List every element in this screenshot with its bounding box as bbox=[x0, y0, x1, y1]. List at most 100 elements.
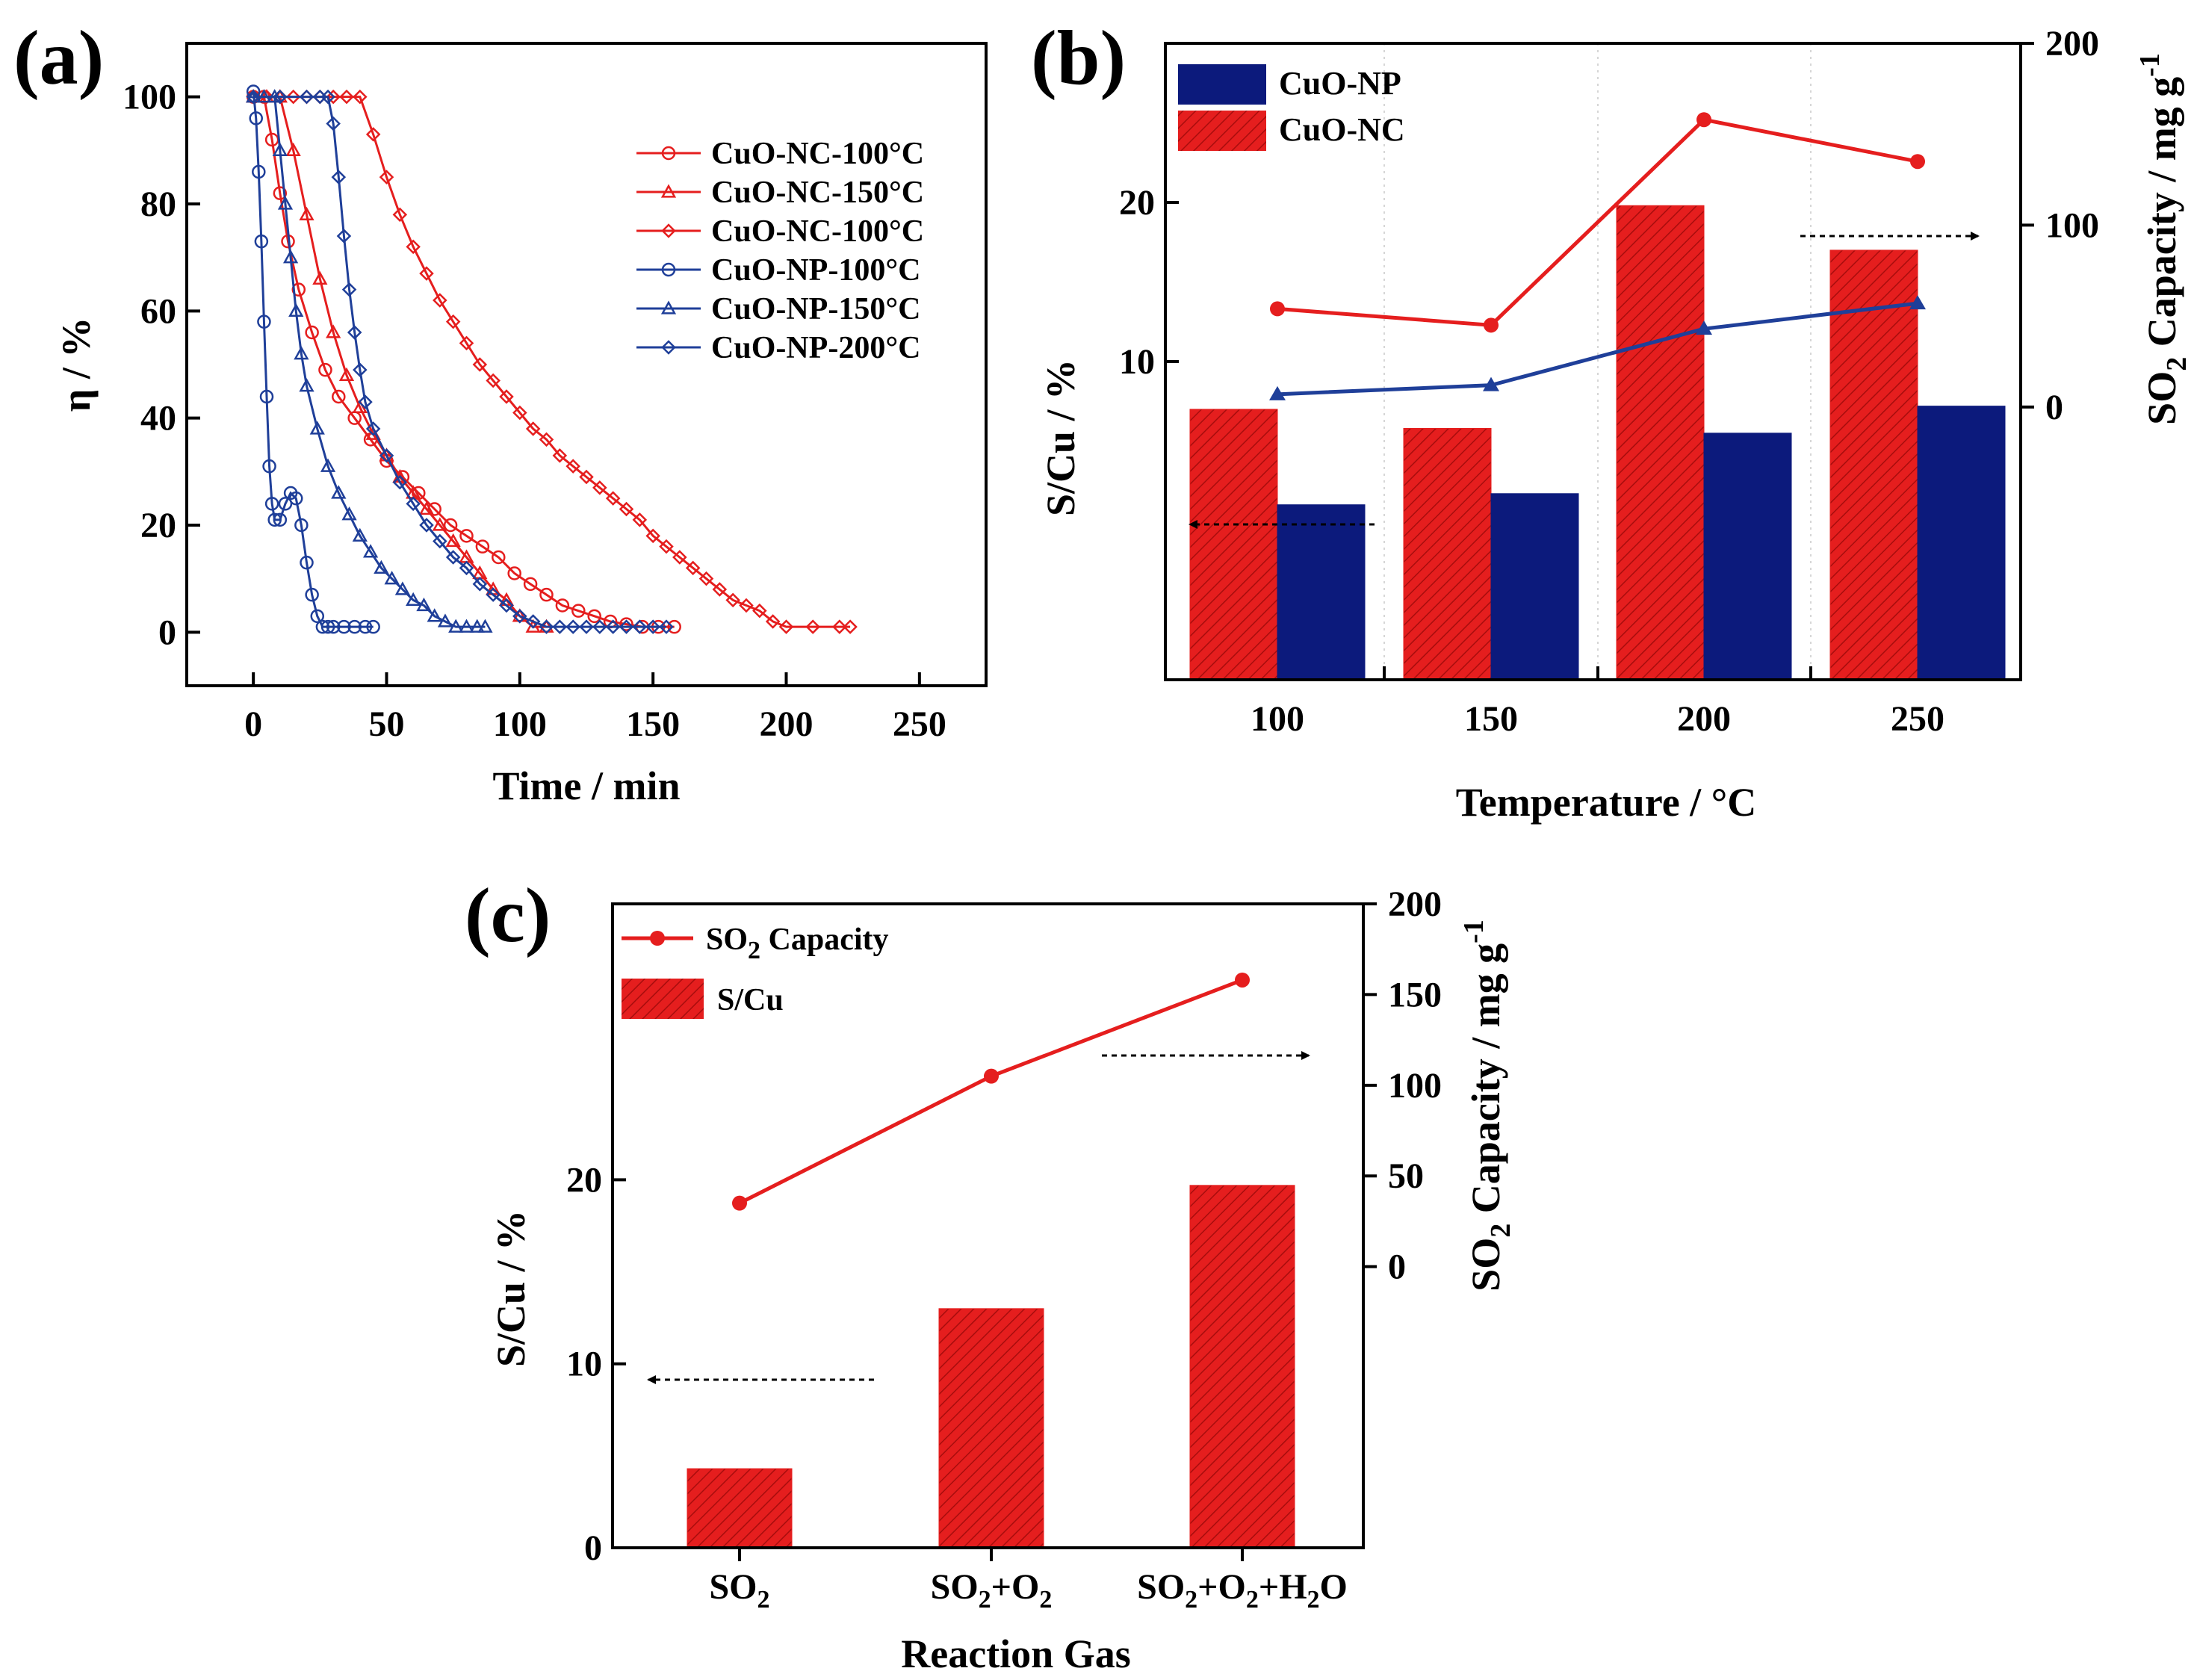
data-point bbox=[605, 491, 621, 506]
data-point bbox=[326, 324, 341, 338]
bar bbox=[1403, 427, 1492, 681]
data-point bbox=[805, 619, 820, 634]
data-point bbox=[486, 587, 501, 602]
series-line-2 bbox=[253, 96, 851, 628]
panel-c-plot-frame bbox=[611, 902, 1365, 1549]
data-point bbox=[406, 592, 421, 606]
data-point bbox=[472, 357, 488, 372]
data-point bbox=[358, 394, 373, 409]
y-tick-label: 10 bbox=[1119, 342, 1155, 382]
data-point bbox=[299, 89, 314, 105]
data-point bbox=[264, 497, 279, 511]
data-point bbox=[254, 234, 269, 249]
data-point bbox=[739, 598, 754, 613]
data-point bbox=[353, 362, 368, 377]
data-point bbox=[1483, 376, 1499, 391]
legend-marker bbox=[650, 931, 665, 946]
data-point bbox=[619, 617, 633, 631]
y2-tick-label: 150 bbox=[1388, 975, 1442, 1014]
data-point bbox=[432, 517, 447, 531]
data-point bbox=[294, 346, 309, 360]
panel-c-lines bbox=[732, 972, 1250, 1211]
data-point bbox=[499, 598, 514, 613]
data-point bbox=[312, 270, 328, 285]
data-point bbox=[486, 373, 501, 388]
data-point bbox=[331, 170, 347, 185]
data-point bbox=[341, 506, 357, 521]
legend-swatch bbox=[1178, 64, 1266, 105]
data-point bbox=[347, 325, 362, 340]
x-tick-label: 100 bbox=[1251, 699, 1304, 739]
data-point bbox=[294, 518, 309, 533]
data-point bbox=[259, 389, 274, 404]
x-tick-label: 50 bbox=[369, 704, 405, 744]
data-point bbox=[459, 619, 474, 633]
y2-tick-label: 50 bbox=[1388, 1156, 1424, 1196]
panel-a-xlabel: Time / min bbox=[492, 763, 680, 808]
data-point bbox=[443, 518, 458, 533]
data-point bbox=[277, 196, 294, 210]
label-part: 2 bbox=[1246, 1586, 1259, 1614]
data-point bbox=[305, 325, 319, 340]
y2-tick-label: 200 bbox=[1388, 884, 1442, 924]
legend-label: CuO-NP bbox=[1279, 65, 1401, 102]
y-tick-label: 20 bbox=[566, 1160, 602, 1200]
y-tick-label: 60 bbox=[140, 291, 176, 331]
x-tick-label: 0 bbox=[244, 704, 262, 744]
x-tick-label: 200 bbox=[760, 704, 814, 744]
data-point bbox=[278, 497, 293, 511]
data-point bbox=[712, 582, 728, 597]
y-tick-label: 40 bbox=[140, 399, 176, 438]
data-point bbox=[379, 448, 394, 463]
legend-marker bbox=[661, 146, 676, 161]
data-point bbox=[320, 458, 336, 472]
panel-a: (a) 0 50 100 150 200 250 0 20 40 60 80 100 CuO-NC-1… bbox=[13, 15, 988, 808]
series-line-5 bbox=[253, 96, 666, 628]
data-point bbox=[659, 539, 674, 554]
data-point bbox=[273, 186, 288, 200]
data-point bbox=[416, 597, 432, 612]
data-point bbox=[273, 89, 288, 105]
y2-tick-label: 0 bbox=[1388, 1247, 1406, 1287]
data-point bbox=[1484, 317, 1499, 333]
x-tick-label: SO2​+O2​+H2​O bbox=[1137, 1567, 1348, 1614]
panel-a-axes: 0 50 100 150 200 250 0 20 40 60 80 100 bbox=[123, 78, 946, 744]
data-point bbox=[778, 619, 794, 634]
data-point bbox=[512, 609, 527, 624]
data-point bbox=[445, 533, 461, 548]
legend-label: CuO-NC-150°C bbox=[711, 176, 924, 210]
x-tick-label: SO2​+O2​ bbox=[931, 1567, 1053, 1614]
data-point bbox=[632, 512, 648, 527]
data-point bbox=[448, 619, 464, 633]
data-point bbox=[309, 421, 325, 435]
panel-c-ylabel-left: S/Cu / % bbox=[489, 1210, 533, 1367]
legend-marker bbox=[661, 262, 676, 277]
x-tick-label: 100 bbox=[493, 704, 547, 744]
data-point bbox=[288, 491, 303, 506]
data-point bbox=[477, 619, 493, 633]
data-point bbox=[571, 604, 586, 618]
data-point bbox=[579, 469, 594, 485]
legend-label: SO2​ Capacity bbox=[706, 923, 889, 964]
data-point bbox=[427, 502, 441, 516]
data-point bbox=[418, 500, 435, 515]
data-point bbox=[523, 577, 538, 592]
bar bbox=[1490, 493, 1579, 681]
data-point bbox=[341, 282, 357, 297]
legend-label: CuO-NC-100°C bbox=[711, 137, 924, 171]
panel-a-legend: CuO-NC-100°C CuO-NC-150°C CuO-NC-100°C CuO-… bbox=[636, 137, 924, 365]
data-point bbox=[285, 89, 301, 105]
y2-tick-label: 200 bbox=[2045, 24, 2099, 63]
data-point bbox=[315, 619, 330, 634]
label-part: SO bbox=[706, 923, 748, 957]
data-point bbox=[433, 533, 447, 549]
data-point bbox=[300, 555, 314, 570]
legend-marker bbox=[660, 184, 677, 198]
y2-tick-label: 100 bbox=[2045, 205, 2099, 245]
label-part: 2 bbox=[757, 1586, 770, 1614]
capacity-line bbox=[738, 978, 1243, 1205]
data-point bbox=[619, 619, 634, 634]
data-point bbox=[472, 577, 488, 592]
legend-swatch bbox=[1178, 111, 1266, 151]
data-point bbox=[445, 314, 461, 329]
